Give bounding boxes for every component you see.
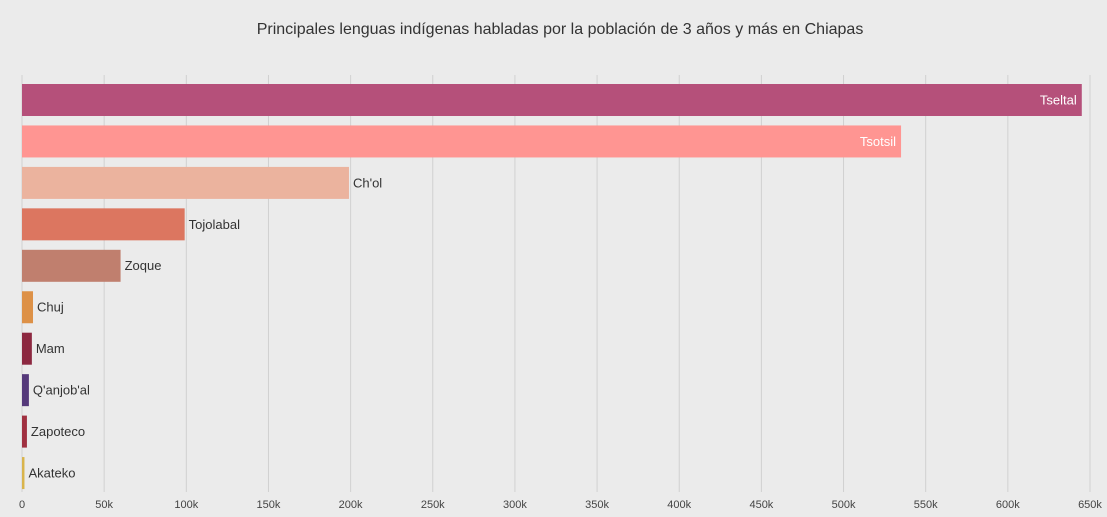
bar (22, 374, 29, 407)
bar (22, 332, 32, 365)
bar-label: Chuj (37, 300, 64, 315)
x-tick-label: 450k (749, 499, 773, 511)
x-tick-label: 500k (832, 499, 856, 511)
x-tick-label: 150k (257, 499, 281, 511)
bar-label: Zoque (125, 258, 162, 273)
bar-label: Tsotsil (860, 134, 896, 149)
bar-label: Q'anjob'al (33, 383, 90, 398)
x-tick-label: 300k (503, 499, 527, 511)
x-tick-label: 350k (585, 499, 609, 511)
x-tick-label: 100k (174, 499, 198, 511)
bar (22, 415, 27, 448)
x-tick-label: 0 (19, 499, 25, 511)
bar-label: Ch'ol (353, 175, 382, 190)
x-tick-label: 250k (421, 499, 445, 511)
x-tick-label: 50k (95, 499, 113, 511)
chart-title: Principales lenguas indígenas habladas p… (257, 21, 864, 38)
x-tick-label: 200k (339, 499, 363, 511)
x-tick-label: 400k (667, 499, 691, 511)
bar (22, 457, 25, 490)
bar-label: Zapoteco (31, 424, 85, 439)
bar (22, 291, 34, 324)
bar (22, 166, 349, 199)
x-tick-label: 650k (1078, 499, 1102, 511)
bar (22, 125, 902, 158)
x-tick-label: 550k (914, 499, 938, 511)
x-tick-label: 600k (996, 499, 1020, 511)
bar-label: Mam (36, 341, 65, 356)
bar (22, 249, 121, 282)
bar-label: Akateko (28, 465, 75, 480)
bar-label: Tojolabal (189, 217, 240, 232)
bar-label: Tseltal (1040, 92, 1077, 107)
bar (22, 208, 185, 241)
bar (22, 84, 1082, 116)
